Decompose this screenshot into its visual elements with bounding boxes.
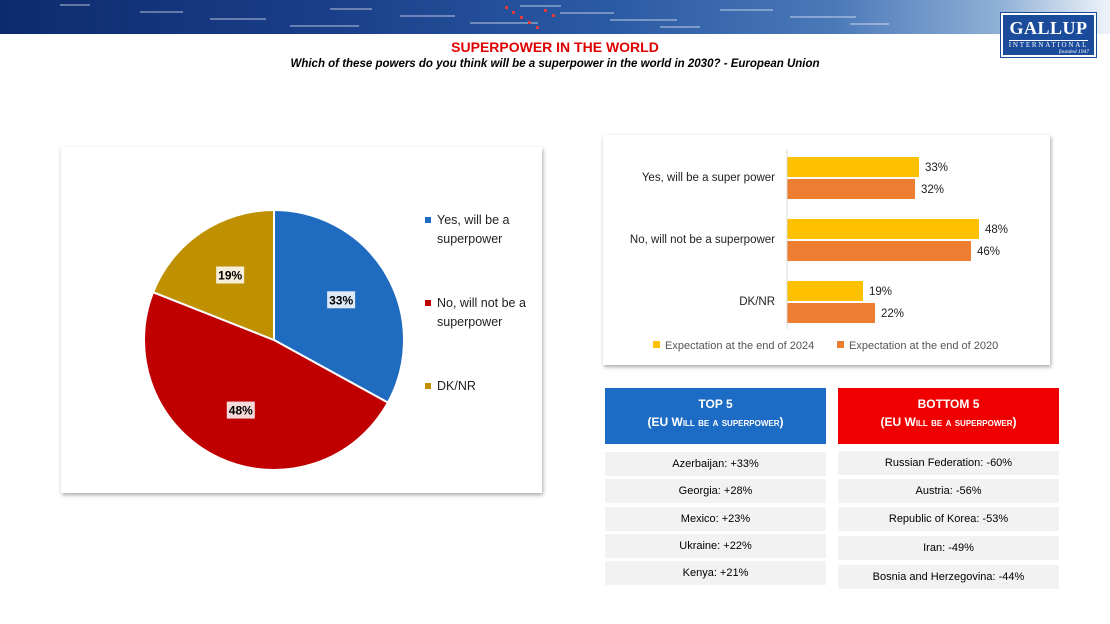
bar-data-label: 32% [921, 184, 944, 196]
bar-data-label: 33% [925, 162, 948, 174]
bottom5-header: BOTTOM 5 (EU Will be a superpower) [838, 388, 1059, 444]
bar-data-label: 48% [985, 224, 1008, 236]
bar [787, 179, 915, 199]
bottom5-subtitle: (EU Will be a superpower) [880, 415, 1017, 429]
bar-chart: Yes, will be a super power 33% 32% No, will… [630, 149, 1008, 352]
page-title: SUPERPOWER IN THE WORLD [451, 39, 659, 55]
bar-data-label: 22% [881, 308, 904, 320]
page-subtitle: Which of these powers do you think will … [290, 58, 820, 70]
pie-legend-label: DK/NR [437, 379, 476, 393]
bottom5-row: Iran: -49% [838, 536, 1059, 560]
top5-row: Ukraine: +22% [605, 534, 826, 558]
top5-row: Kenya: +21% [605, 561, 826, 585]
top5-row: Azerbaijan: +33% [605, 452, 826, 476]
bar-legend-label: Expectation at the end of 2024 [665, 340, 814, 352]
pie-chart: 33% 48% 19% Yes, will be a superpower No, wil… [143, 208, 526, 471]
logo-name: GALLUP [1009, 18, 1088, 38]
pie-data-label: 33% [329, 293, 353, 307]
pie-label-box [216, 266, 245, 284]
bar-chart-panel: Yes, will be a super power 33% 32% No, will… [603, 135, 1050, 365]
gallup-logo: GALLUP INTERNATIONAL founded 1947 [1000, 12, 1097, 58]
bar-legend-label: Expectation at the end of 2020 [849, 340, 998, 352]
pie-data-label: 48% [229, 404, 253, 418]
bar-legend-swatch [837, 341, 844, 348]
header-banner [0, 0, 1110, 34]
pie-chart-panel: 33% 48% 19% Yes, will be a superpower No, wil… [61, 147, 542, 493]
bar-legend-swatch [653, 341, 660, 348]
pie-legend-swatch [425, 383, 431, 389]
pie-legend-swatch [425, 217, 431, 223]
logo-founded: founded 1947 [1058, 49, 1089, 55]
bottom5-row: Russian Federation: -60% [838, 451, 1059, 475]
bottom5-row: Republic of Korea: -53% [838, 507, 1059, 531]
bar-data-label: 46% [977, 246, 1000, 258]
top5-subtitle: (EU Will be a superpower) [647, 415, 784, 429]
pie-data-label: 19% [218, 268, 242, 282]
bottom5-title: BOTTOM 5 [917, 397, 980, 411]
top5-row: Georgia: +28% [605, 479, 826, 503]
pie-label-box [226, 401, 255, 419]
pie-slice-dknr [151, 208, 275, 342]
pie-legend-label: No, will not be a [437, 296, 526, 310]
bottom5-row: Austria: -56% [838, 479, 1059, 503]
pie-legend-swatch [425, 300, 431, 306]
top5-header: TOP 5 (EU Will be a superpower) [605, 388, 826, 444]
bottom5-row: Bosnia and Herzegovina: -44% [838, 565, 1059, 589]
pie-legend-label: superpower [437, 315, 502, 329]
bar-category-label: No, will not be a superpower [630, 234, 775, 246]
top5-title: TOP 5 [698, 397, 733, 411]
logo-tagline: INTERNATIONAL [1008, 41, 1089, 49]
bar-category-label: DK/NR [739, 296, 775, 308]
bar-category-label: Yes, will be a super power [642, 172, 775, 184]
pie-label-box [327, 291, 356, 309]
pie-slice-no [143, 290, 390, 471]
bar [787, 303, 875, 323]
bar [787, 281, 863, 301]
pie-legend-label: superpower [437, 232, 502, 246]
pie-legend-label: Yes, will be a [437, 213, 510, 227]
bar [787, 241, 971, 261]
bar [787, 219, 979, 239]
bar-data-label: 19% [869, 286, 892, 298]
bar [787, 157, 919, 177]
top5-row: Mexico: +23% [605, 507, 826, 531]
